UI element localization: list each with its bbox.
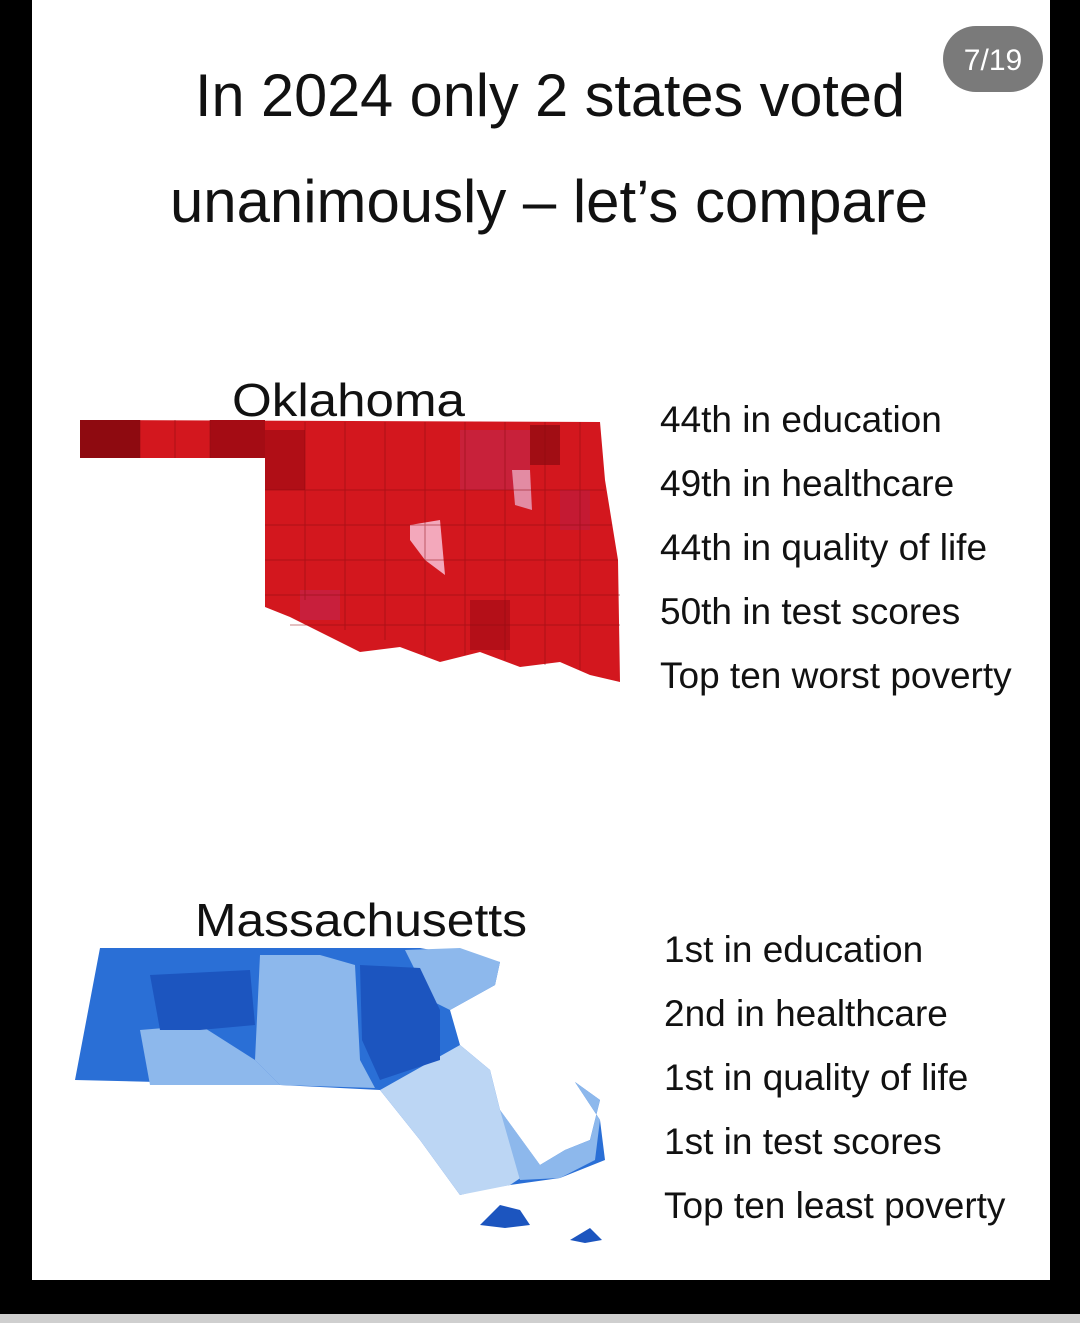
stat-line: 44th in education (660, 399, 942, 440)
stat-line: 1st in education (664, 929, 923, 970)
page-counter: 7/19 (964, 44, 1022, 77)
stat-line: 49th in healthcare (660, 463, 954, 504)
massachusetts-map (75, 948, 605, 1243)
stat-line: 1st in test scores (664, 1121, 942, 1162)
stat-line: Top ten worst poverty (660, 655, 1012, 696)
state-name: Oklahoma (232, 374, 465, 426)
oklahoma-map (80, 420, 620, 682)
page-counter-badge (943, 26, 1043, 92)
state-name: Massachusetts (195, 894, 527, 946)
stat-line: 2nd in healthcare (664, 993, 948, 1034)
stat-line: 44th in quality of life (660, 527, 987, 568)
bottom-edge (0, 1314, 1080, 1323)
title-line: In 2024 only 2 states voted (195, 62, 905, 129)
title-line: unanimously – let’s compare (170, 168, 928, 235)
stat-line: Top ten least poverty (664, 1185, 1006, 1226)
stat-line: 1st in quality of life (664, 1057, 968, 1098)
stat-line: 50th in test scores (660, 591, 960, 632)
